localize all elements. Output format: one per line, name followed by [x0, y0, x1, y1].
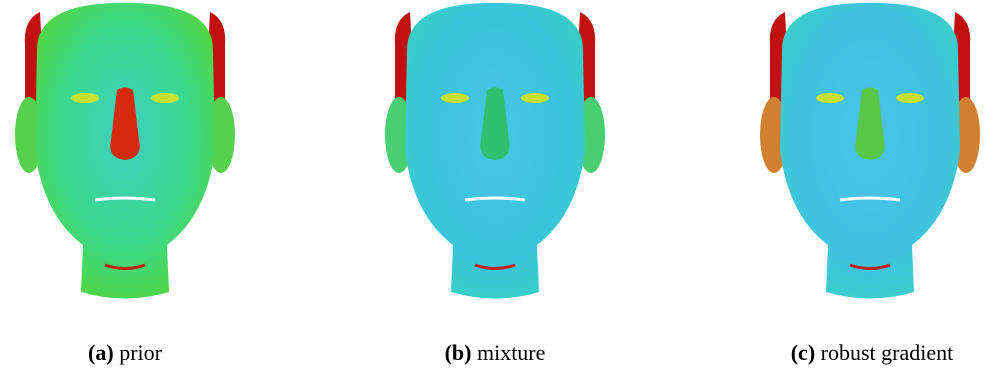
caption-label: (a): [88, 340, 114, 365]
face-image: [760, 3, 980, 299]
caption: (c) robust gradient: [791, 340, 954, 365]
caption-label: (c): [791, 340, 815, 365]
figure: (a) prior (b) mixture (c) robust gradien…: [0, 0, 993, 373]
caption: (a) prior: [88, 340, 163, 365]
caption-text: mixture: [477, 340, 545, 365]
caption-text: prior: [119, 340, 162, 365]
caption-text: robust gradient: [821, 340, 954, 365]
caption: (b) mixture: [445, 340, 546, 365]
face-image: [385, 3, 605, 299]
caption-label: (b): [445, 340, 472, 365]
face-image: [15, 3, 235, 299]
